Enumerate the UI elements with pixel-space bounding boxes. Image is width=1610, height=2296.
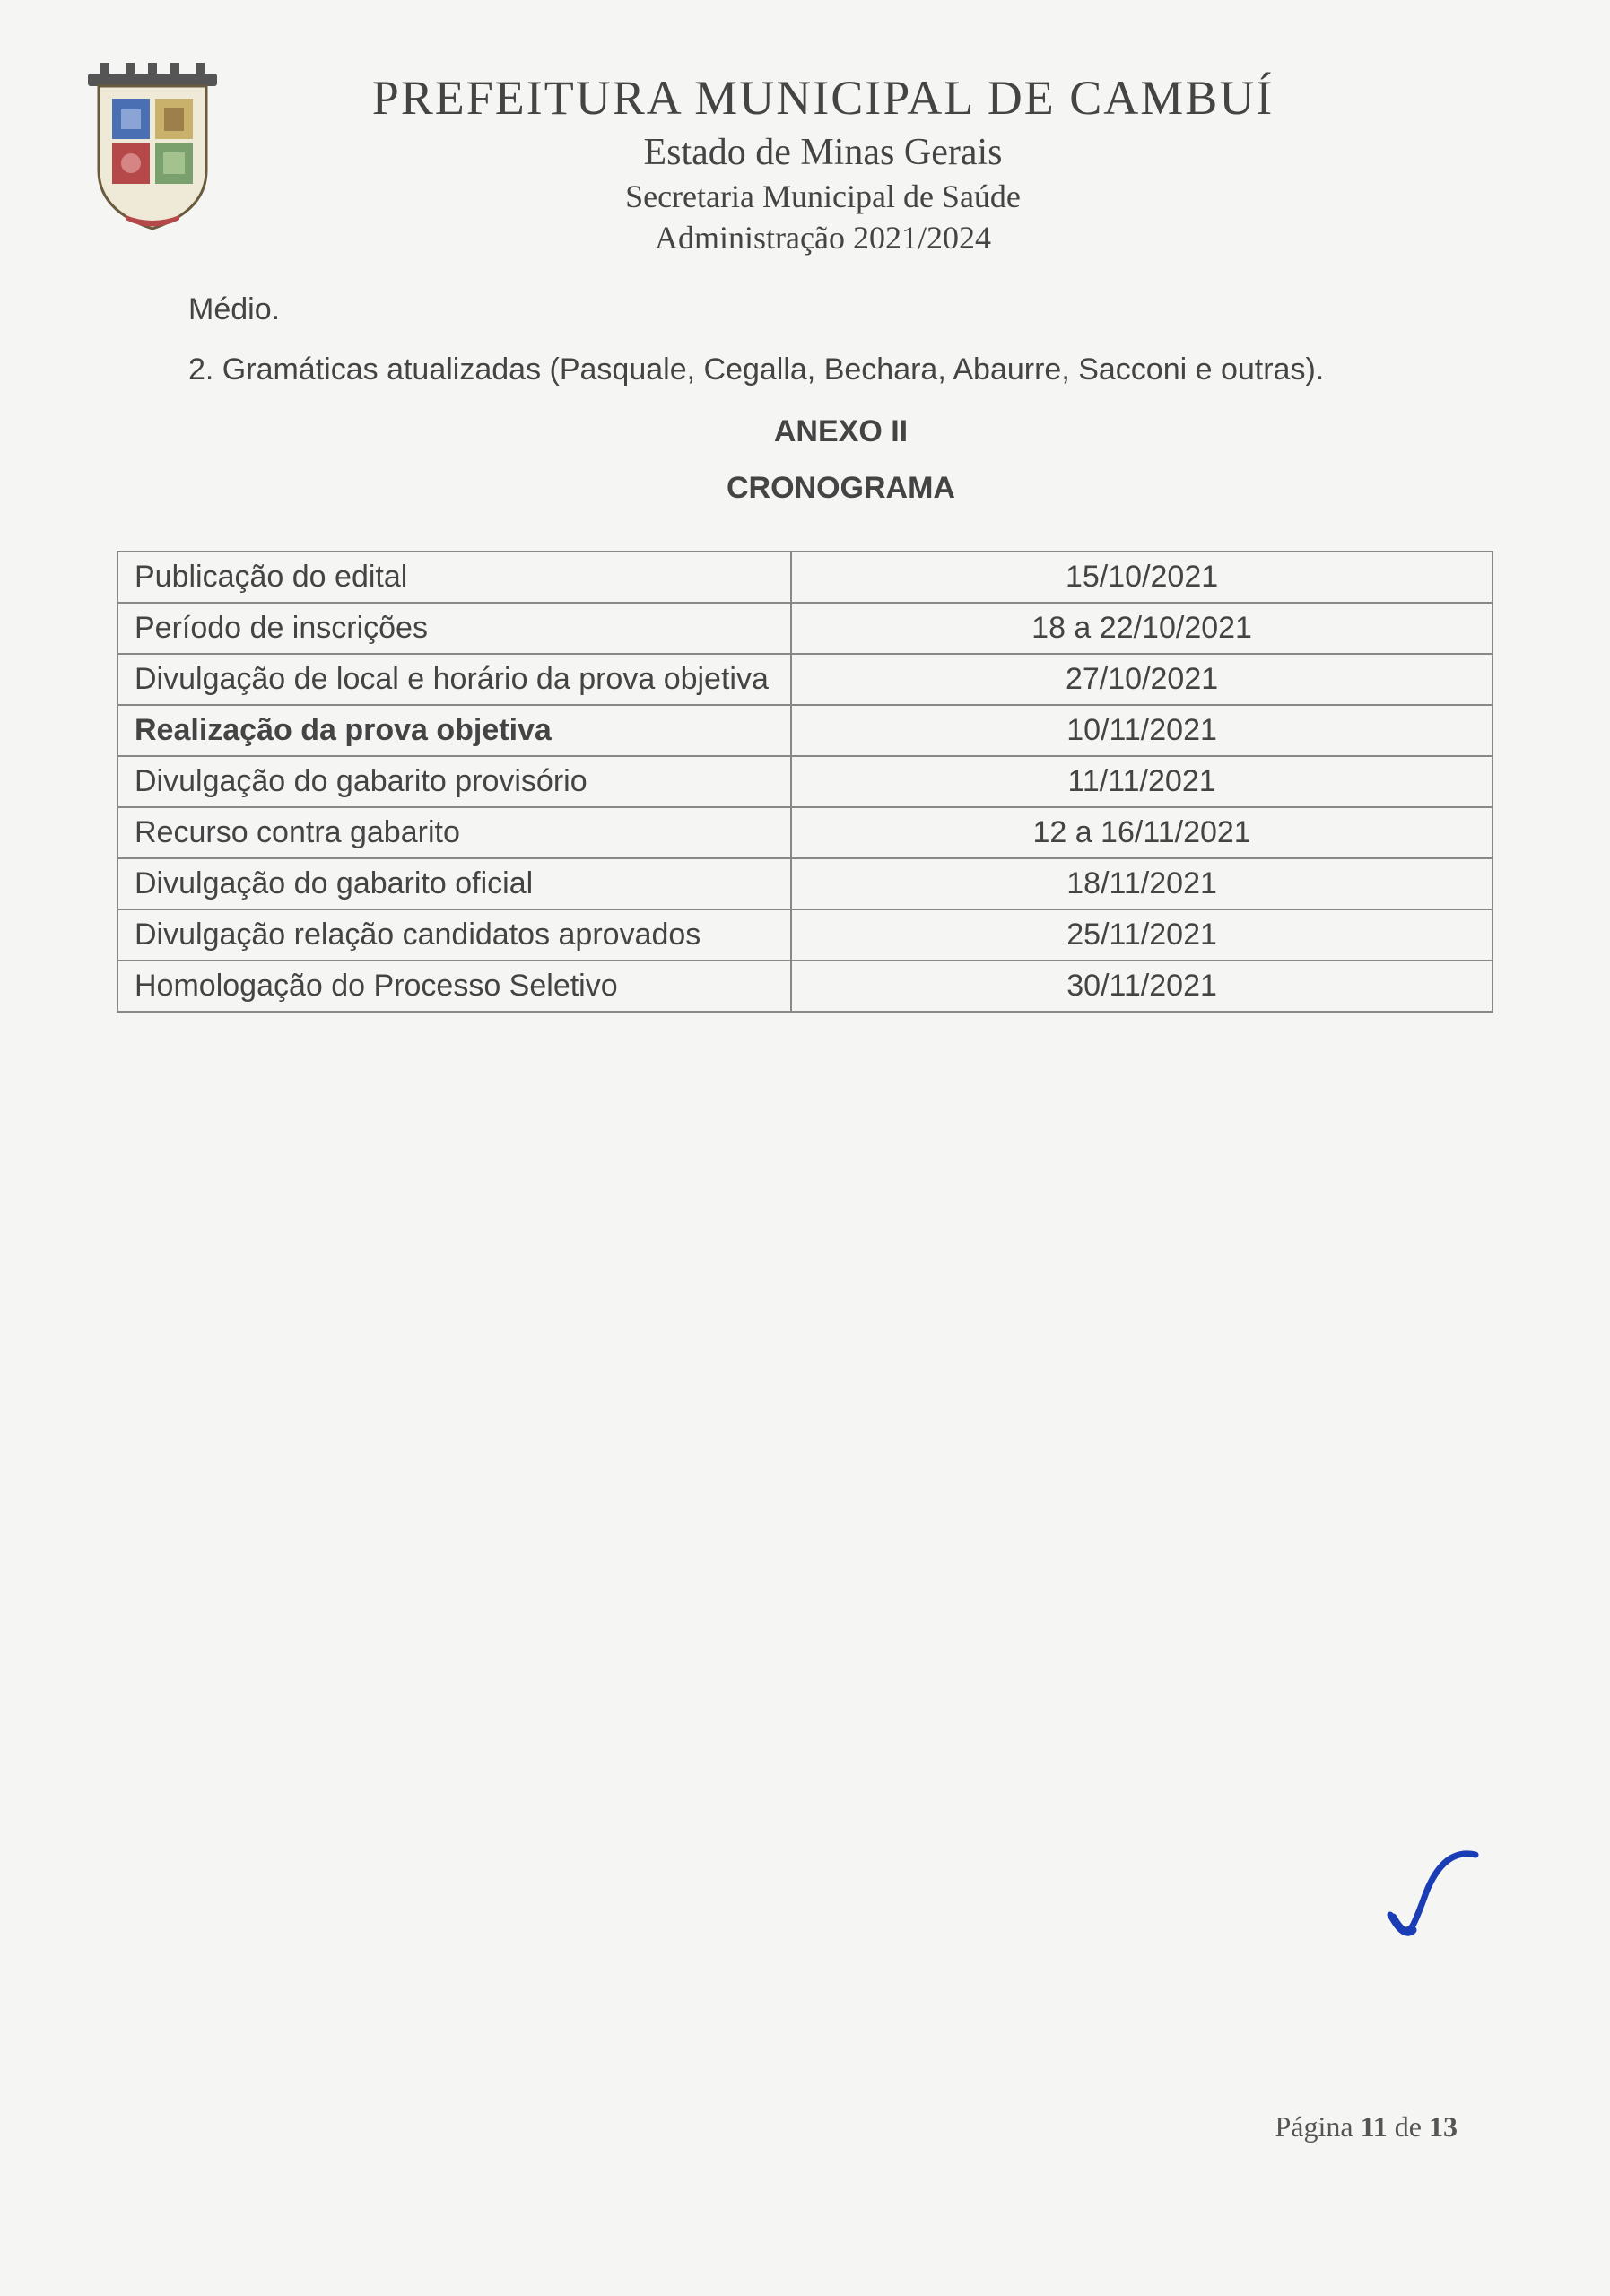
signature-mark-icon <box>1377 1848 1484 1955</box>
schedule-table-body: Publicação do edital15/10/2021Período de… <box>117 552 1493 1012</box>
cronograma-heading: CRONOGRAMA <box>188 471 1493 506</box>
schedule-event-label: Divulgação de local e horário da prova o… <box>117 654 791 705</box>
bibliography-item: 2. Gramáticas atualizadas (Pasquale, Ceg… <box>188 352 1493 387</box>
table-row: Divulgação relação candidatos aprovados2… <box>117 909 1493 961</box>
page-total: 13 <box>1429 2110 1458 2143</box>
body-content: Médio. 2. Gramáticas atualizadas (Pasqua… <box>72 292 1538 506</box>
page-prefix: Página <box>1275 2110 1360 2143</box>
schedule-event-date: 15/10/2021 <box>791 552 1493 603</box>
table-row: Homologação do Processo Seletivo30/11/20… <box>117 961 1493 1012</box>
org-subtitle-dept: Secretaria Municipal de Saúde <box>269 178 1377 215</box>
schedule-event-label: Recurso contra gabarito <box>117 807 791 858</box>
page-mid: de <box>1388 2110 1429 2143</box>
annex-heading: ANEXO II <box>188 414 1493 449</box>
org-subtitle-state: Estado de Minas Gerais <box>269 131 1377 174</box>
schedule-event-label: Divulgação do gabarito provisório <box>117 756 791 807</box>
schedule-event-date: 12 a 16/11/2021 <box>791 807 1493 858</box>
table-row: Divulgação de local e horário da prova o… <box>117 654 1493 705</box>
schedule-event-label: Homologação do Processo Seletivo <box>117 961 791 1012</box>
schedule-event-label: Divulgação relação candidatos aprovados <box>117 909 791 961</box>
table-row: Divulgação do gabarito oficial18/11/2021 <box>117 858 1493 909</box>
page-current: 11 <box>1361 2110 1388 2143</box>
org-title: PREFEITURA MUNICIPAL DE CAMBUÍ <box>269 70 1377 126</box>
document-page: PREFEITURA MUNICIPAL DE CAMBUÍ Estado de… <box>0 0 1610 2296</box>
org-subtitle-admin: Administração 2021/2024 <box>269 219 1377 257</box>
schedule-event-date: 18 a 22/10/2021 <box>791 603 1493 654</box>
schedule-event-date: 25/11/2021 <box>791 909 1493 961</box>
letterhead-text: PREFEITURA MUNICIPAL DE CAMBUÍ Estado de… <box>269 63 1538 257</box>
schedule-event-date: 18/11/2021 <box>791 858 1493 909</box>
table-row: Período de inscrições18 a 22/10/2021 <box>117 603 1493 654</box>
table-row: Divulgação do gabarito provisório11/11/2… <box>117 756 1493 807</box>
schedule-event-label: Realização da prova objetiva <box>117 705 791 756</box>
continuation-text: Médio. <box>188 292 1493 327</box>
schedule-event-date: 30/11/2021 <box>791 961 1493 1012</box>
table-row: Recurso contra gabarito12 a 16/11/2021 <box>117 807 1493 858</box>
table-row: Realização da prova objetiva10/11/2021 <box>117 705 1493 756</box>
letterhead: PREFEITURA MUNICIPAL DE CAMBUÍ Estado de… <box>72 63 1538 257</box>
schedule-event-date: 10/11/2021 <box>791 705 1493 756</box>
schedule-event-label: Publicação do edital <box>117 552 791 603</box>
schedule-event-label: Divulgação do gabarito oficial <box>117 858 791 909</box>
table-row: Publicação do edital15/10/2021 <box>117 552 1493 603</box>
schedule-event-date: 27/10/2021 <box>791 654 1493 705</box>
page-number: Página 11 de 13 <box>1275 2110 1458 2144</box>
schedule-table: Publicação do edital15/10/2021Período de… <box>117 551 1493 1013</box>
schedule-event-label: Período de inscrições <box>117 603 791 654</box>
schedule-event-date: 11/11/2021 <box>791 756 1493 807</box>
municipal-crest-icon <box>72 63 233 233</box>
